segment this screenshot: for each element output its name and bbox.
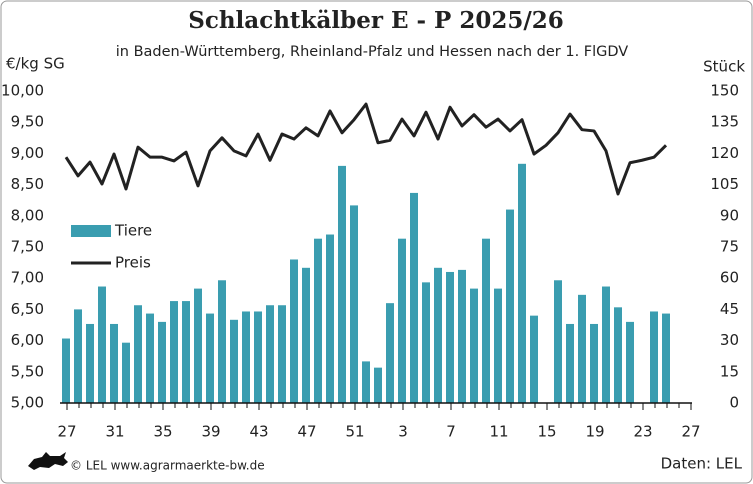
bar [554,280,562,403]
legend-swatch [71,225,111,237]
bar [170,301,178,403]
y2-tick-label: 30 [720,331,739,349]
bar [338,165,346,403]
x-tick-label: 7 [446,423,456,441]
bar [362,361,370,403]
bar [446,271,454,403]
bar [110,323,118,403]
bar [662,313,670,403]
bar [482,238,490,403]
y-tick-label: 8,50 [11,175,44,193]
bar [62,338,70,403]
y-tick-label: 6,50 [11,300,44,318]
bar [146,313,154,403]
y-axis-label: €/kg SG [6,55,65,73]
bar [86,323,94,403]
y-tick-label: 9,50 [11,113,44,131]
bar [242,311,250,403]
x-tick-label: 15 [537,423,556,441]
y-tick-label: 10,00 [1,82,44,100]
bar [626,321,634,403]
y-tick-label: 7,00 [11,269,44,287]
x-tick-label: 35 [153,423,172,441]
bar [602,286,610,403]
bar [590,323,598,403]
bar [506,209,514,403]
y2-tick-label: 45 [720,300,739,318]
bar [386,303,394,403]
data-credit: Daten: LEL [661,455,743,473]
x-tick-label: 43 [249,423,268,441]
bar [218,280,226,403]
bar [434,267,442,403]
y2-tick-label: 15 [720,362,739,380]
bar [98,286,106,403]
bar [530,315,538,403]
y2-tick-label: 90 [720,206,739,224]
y2-tick-label: 105 [710,175,739,193]
y-tick-label: 8,00 [11,206,44,224]
price-line [64,102,668,196]
logo [28,452,68,470]
source: © LEL www.agrarmaerkte-bw.de [70,459,265,473]
x-tick-label: 39 [201,423,220,441]
bar [350,205,358,403]
x-tick-label: 3 [398,423,408,441]
bar [266,305,274,403]
bar [566,323,574,403]
bar [278,305,286,403]
bar [290,259,298,403]
bar [326,234,334,403]
bar [302,267,310,403]
x-tick-label: 23 [633,423,652,441]
bar [194,288,202,403]
chart-title: Schlachtkälber E - P 2025/26 [188,7,564,34]
bar [182,301,190,403]
bar [410,192,418,403]
bar [158,321,166,403]
y-tick-label: 7,50 [11,238,44,256]
bar [422,282,430,403]
y2-tick-label: 0 [729,394,739,412]
bar [458,269,466,403]
bar [398,238,406,403]
x-tick-label: 51 [345,423,364,441]
x-tick-label: 11 [489,423,508,441]
x-tick-label: 31 [105,423,124,441]
bar [314,238,322,403]
x-tick-label: 27 [57,423,76,441]
y2-tick-label: 150 [710,82,739,100]
bar [134,305,142,403]
legend-label: Preis [115,254,151,272]
y-tick-label: 6,00 [11,331,44,349]
bar [230,319,238,403]
y2-tick-label: 60 [720,269,739,287]
y2-tick-label: 135 [710,113,739,131]
x-tick-label: 19 [585,423,604,441]
x-tick-label: 47 [297,423,316,441]
bar [518,163,526,403]
legend-label: Tiere [114,222,152,240]
bar [578,294,586,403]
chart-subtitle: in Baden-Württemberg, Rheinland-Pfalz un… [116,44,629,60]
bar [614,307,622,403]
bar [122,342,130,403]
bar [650,311,658,403]
bar [494,288,502,403]
bar [254,311,262,403]
y-tick-label: 5,50 [11,362,44,380]
y-tick-label: 5,00 [11,394,44,412]
y2-tick-label: 75 [720,238,739,256]
bar [74,309,82,403]
y2-axis-label: Stück [703,58,745,76]
bar [206,313,214,403]
bar [470,288,478,403]
y-tick-label: 9,00 [11,144,44,162]
x-tick-label: 27 [681,423,700,441]
y2-tick-label: 120 [710,144,739,162]
bar [374,367,382,403]
